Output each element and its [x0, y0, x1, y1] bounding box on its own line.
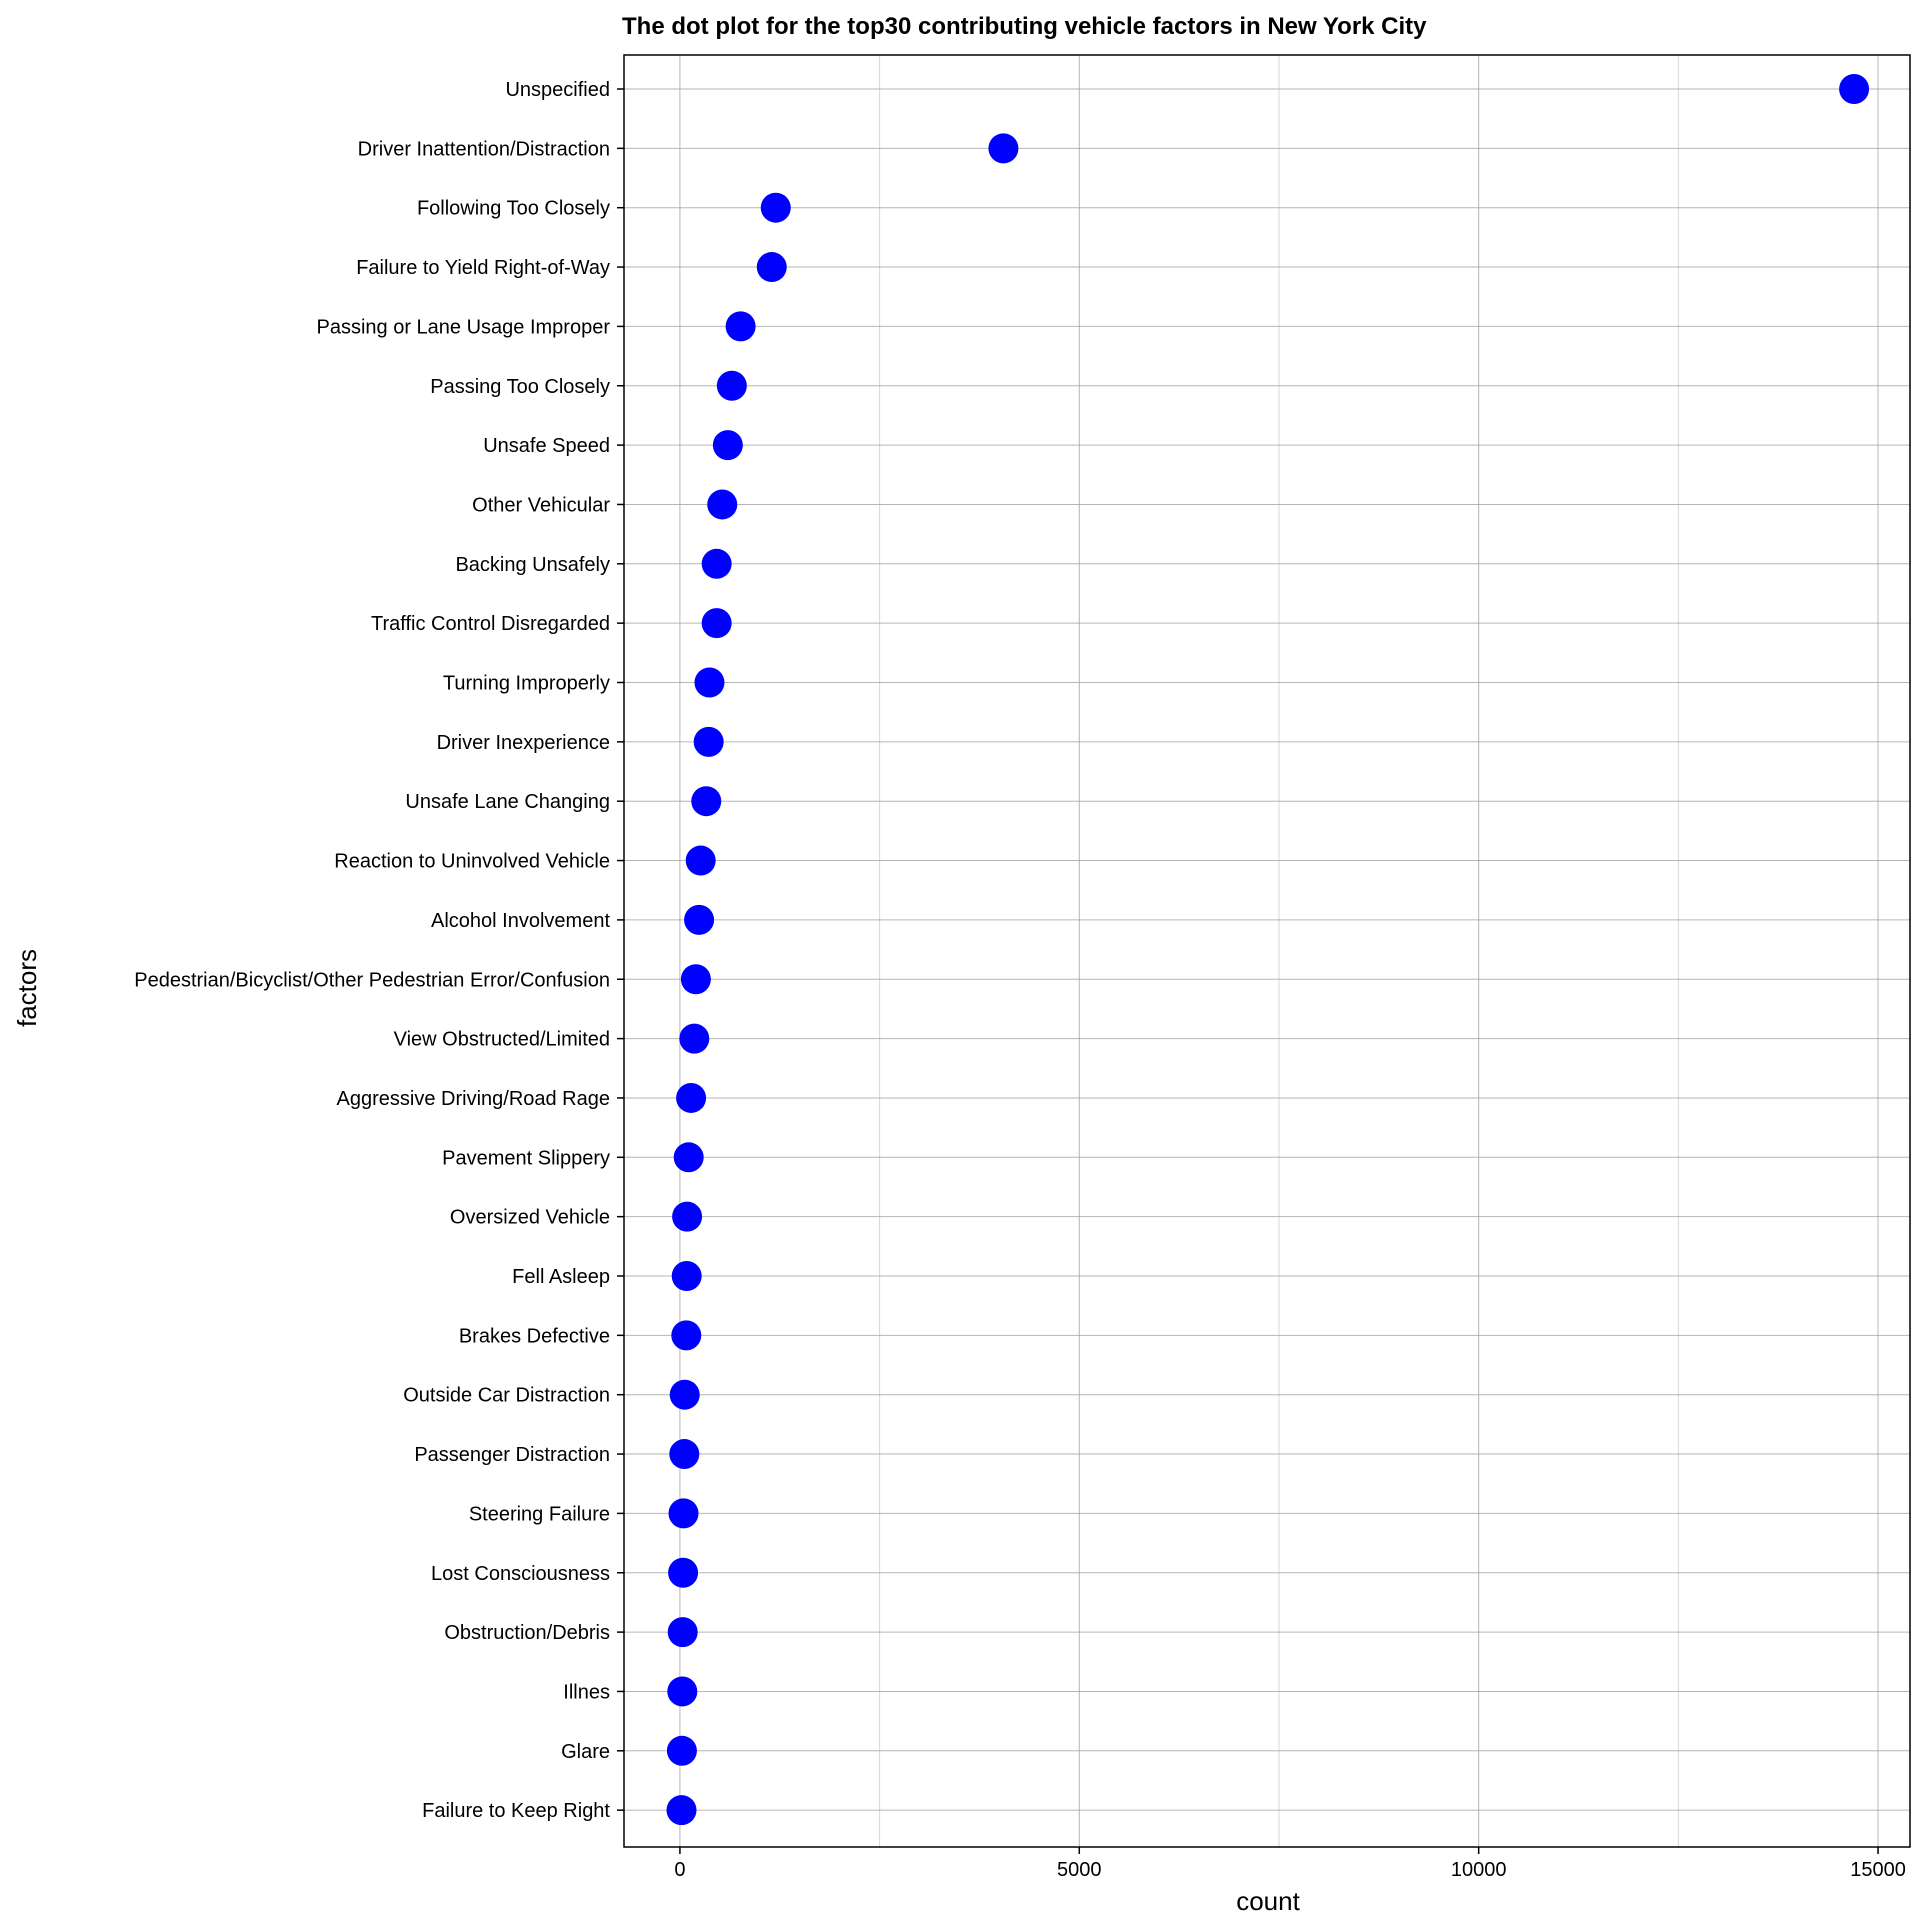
y-tick-label: Fell Asleep	[512, 1266, 610, 1288]
y-tick-label: Brakes Defective	[459, 1325, 610, 1347]
y-tick-label: Pedestrian/Bicyclist/Other Pedestrian Er…	[134, 969, 610, 991]
data-point	[691, 786, 722, 817]
data-point	[668, 1557, 699, 1588]
data-point	[694, 667, 725, 698]
data-point	[716, 370, 747, 401]
data-point	[671, 1320, 702, 1351]
y-tick-label: Backing Unsafely	[455, 554, 610, 576]
data-point	[701, 608, 732, 639]
y-tick-label: Aggressive Driving/Road Rage	[337, 1088, 610, 1110]
data-point	[680, 964, 711, 995]
y-tick-label: Unsafe Speed	[483, 435, 610, 457]
data-point	[725, 311, 756, 342]
y-tick-label: Reaction to Uninvolved Vehicle	[334, 851, 610, 873]
x-tick-label: 15000	[1850, 1859, 1906, 1881]
y-tick-label: Failure to Keep Right	[422, 1800, 610, 1822]
x-tick-label: 0	[674, 1859, 685, 1881]
y-tick-label: Driver Inexperience	[437, 732, 610, 754]
y-tick-label: Oversized Vehicle	[450, 1207, 610, 1229]
y-tick-label: Traffic Control Disregarded	[371, 613, 610, 635]
y-tick-label: Unspecified	[505, 79, 610, 101]
y-tick-label: Passenger Distraction	[414, 1444, 610, 1466]
data-point	[672, 1201, 703, 1232]
y-tick-label: Turning Improperly	[443, 673, 610, 695]
data-point	[684, 904, 715, 935]
data-point	[671, 1261, 702, 1291]
y-tick-label: Passing Too Closely	[430, 376, 610, 398]
data-point	[701, 548, 732, 579]
y-tick-label: Other Vehicular	[472, 494, 610, 516]
data-point	[707, 489, 738, 520]
data-point	[666, 1735, 697, 1766]
y-tick-label: Steering Failure	[469, 1503, 610, 1525]
y-tick-label: Pavement Slippery	[442, 1147, 610, 1169]
data-point	[669, 1379, 700, 1410]
y-tick-label: Failure to Yield Right-of-Way	[356, 257, 610, 279]
y-tick-label: Alcohol Involvement	[431, 910, 610, 932]
data-point	[673, 1142, 704, 1173]
y-tick-labels: Unspecified Driver Inattention/Distractio…	[134, 79, 610, 1822]
x-tick-label: 10000	[1451, 1859, 1507, 1881]
data-point	[669, 1439, 700, 1470]
data-point	[988, 133, 1019, 164]
y-tick-label: Unsafe Lane Changing	[405, 791, 610, 813]
y-tick-label: Illnes	[563, 1681, 610, 1703]
y-axis-title: factors	[12, 949, 42, 1027]
data-point	[1839, 74, 1870, 104]
axis-ticks	[617, 88, 1879, 1854]
y-tick-label: Outside Car Distraction	[403, 1385, 610, 1407]
data-point	[760, 192, 791, 223]
y-tick-label: Driver Inattention/Distraction	[358, 138, 610, 160]
x-tick-labels: 0 5000 10000 15000	[674, 1859, 1906, 1881]
data-point	[693, 726, 724, 757]
data-point	[756, 252, 787, 283]
grid-lines	[624, 55, 1910, 1847]
chart-title: The dot plot for the top30 contributing …	[622, 13, 1427, 40]
data-point	[667, 1617, 698, 1648]
y-tick-label: Lost Consciousness	[431, 1563, 610, 1585]
data-point	[666, 1795, 697, 1826]
y-tick-label: Following Too Closely	[417, 198, 610, 220]
data-point	[676, 1082, 707, 1113]
y-tick-label: Glare	[561, 1741, 610, 1763]
data-point	[685, 845, 716, 876]
data-point	[679, 1023, 710, 1054]
x-axis-title: count	[1236, 1886, 1300, 1916]
data-point	[667, 1676, 698, 1707]
data-point	[712, 430, 743, 461]
data-point	[668, 1498, 699, 1529]
data-points	[666, 74, 1870, 1826]
x-tick-label: 5000	[1057, 1859, 1102, 1881]
y-tick-label: Passing or Lane Usage Improper	[317, 316, 611, 338]
y-tick-label: View Obstructed/Limited	[394, 1029, 610, 1051]
plot-panel-border	[623, 54, 1911, 1848]
y-tick-label: Obstruction/Debris	[444, 1622, 610, 1644]
